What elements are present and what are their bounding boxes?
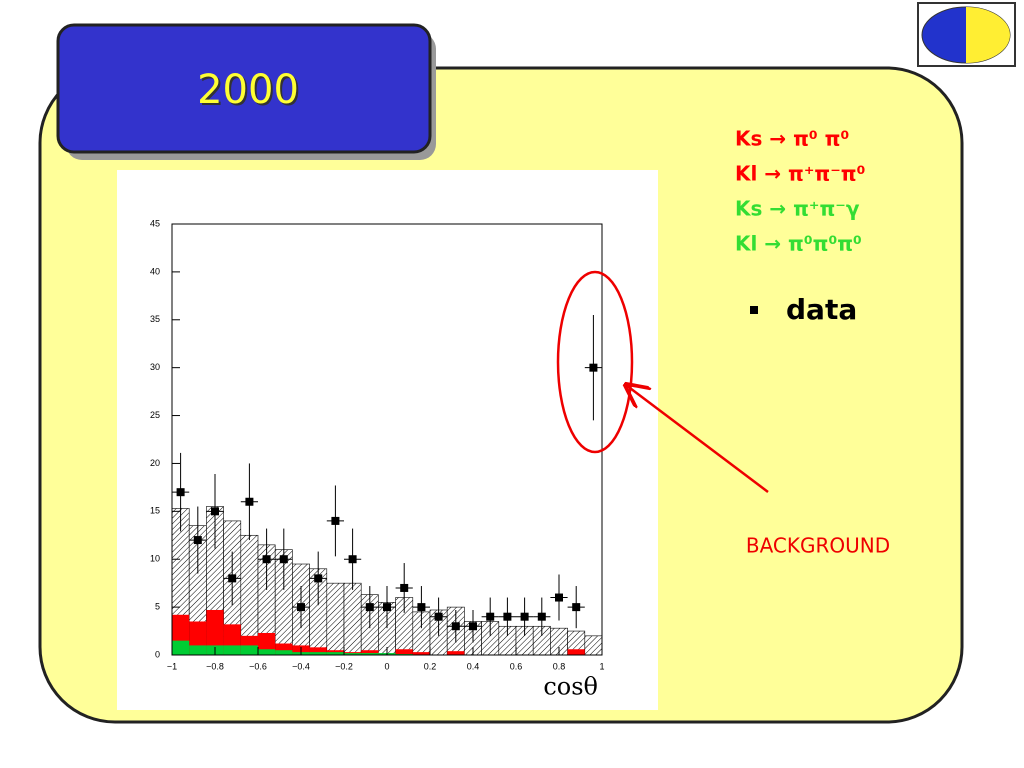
highlight-ellipse <box>556 270 634 454</box>
data-point <box>520 612 529 621</box>
data-point <box>262 555 271 564</box>
x-tick-label: −0.6 <box>249 661 267 671</box>
data-point <box>555 593 563 602</box>
title-box <box>56 23 432 154</box>
y-tick-label: 35 <box>150 314 160 324</box>
data-point <box>331 516 340 525</box>
arrow <box>626 385 769 493</box>
histogram-bar <box>309 647 327 655</box>
y-tick-label: 20 <box>150 458 160 468</box>
data-point <box>279 555 288 564</box>
y-tick-label: 10 <box>150 554 160 564</box>
title: 2000 <box>197 67 299 113</box>
histogram-bar <box>258 649 276 655</box>
data-point <box>434 612 443 621</box>
data-point <box>486 612 495 621</box>
data-point <box>176 488 185 497</box>
histogram-bar <box>447 651 465 655</box>
histogram-bar <box>309 652 327 655</box>
x-tick-label: −0.4 <box>292 661 310 671</box>
histogram-bar <box>223 645 241 655</box>
histogram-bar <box>326 652 344 655</box>
x-tick-label: 1 <box>599 661 604 671</box>
legend-entry: Ks → π⁺π⁻γ <box>735 197 860 221</box>
histogram-bar <box>361 653 379 655</box>
y-tick-label: 15 <box>150 506 160 516</box>
x-tick-label: 0.2 <box>424 661 437 671</box>
x-tick-label: −0.8 <box>206 661 224 671</box>
histogram-bar <box>395 649 413 655</box>
histogram-bar <box>567 649 585 655</box>
data-point <box>503 612 512 621</box>
data-point <box>572 603 581 612</box>
x-tick-label: 0.4 <box>467 661 480 671</box>
data-point <box>211 507 219 516</box>
data-point <box>451 622 460 631</box>
x-tick-label: −1 <box>167 661 177 671</box>
data-point <box>365 603 374 612</box>
data-bullet <box>750 306 758 314</box>
data-point <box>537 612 546 621</box>
data-point <box>348 555 357 564</box>
histogram-bar <box>412 652 430 655</box>
data-point <box>297 603 305 612</box>
histogram-bar <box>275 650 293 655</box>
histogram-bar <box>206 609 224 655</box>
histogram-bar <box>189 645 207 655</box>
legend-entry: Kl → π⁺π⁻π⁰ <box>735 162 865 186</box>
legend-entry: Ks → π⁰ π⁰ <box>735 127 849 151</box>
data-point <box>245 497 254 506</box>
y-tick-label: 45 <box>150 218 160 228</box>
histogram-bar <box>275 643 293 655</box>
data-point <box>417 603 426 612</box>
x-tick-label: 0.6 <box>510 661 523 671</box>
x-tick-label: 0 <box>384 661 389 671</box>
y-tick-label: 30 <box>150 362 160 372</box>
histogram-bar <box>584 635 603 656</box>
y-tick-label: 5 <box>155 601 160 611</box>
histogram-bar <box>343 582 362 656</box>
histogram-bar <box>172 640 190 655</box>
y-tick-label: 40 <box>150 266 160 276</box>
data-point <box>469 622 477 631</box>
data-point <box>228 574 237 583</box>
data-point <box>314 574 323 583</box>
histogram-bar <box>240 645 258 655</box>
y-tick-label: 25 <box>150 410 160 420</box>
y-tick-label: 0 <box>155 649 160 659</box>
title-shadow-text: 2000 <box>199 69 301 115</box>
logo <box>917 2 1016 67</box>
data-point <box>193 536 202 545</box>
data-point <box>589 363 598 372</box>
legend-entry: Kl → π⁰π⁰π⁰ <box>735 232 862 256</box>
x-axis-label: cosθ <box>543 673 598 701</box>
histogram-bar <box>361 650 379 655</box>
data-point <box>400 583 409 592</box>
data-point <box>383 603 391 612</box>
histogram-bar <box>326 582 345 656</box>
x-tick-label: −0.2 <box>335 661 353 671</box>
histogram-bar <box>344 653 362 655</box>
x-tick-label: 0.8 <box>553 661 566 671</box>
annotation: BACKGROUND <box>746 534 890 558</box>
data-label: data <box>786 293 857 326</box>
